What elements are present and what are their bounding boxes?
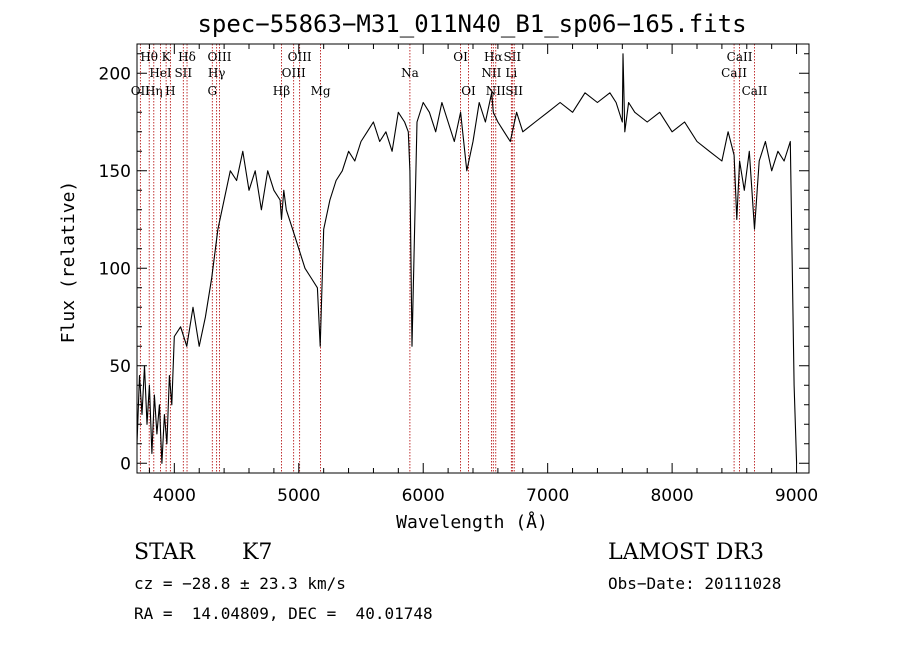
line-label: CaII (742, 84, 768, 98)
line-label: OI (461, 84, 476, 98)
object-subclass: K7 (242, 540, 273, 565)
line-label: CaII (721, 66, 747, 80)
x-tick-label: 9000 (775, 486, 818, 506)
line-label: NII (481, 66, 501, 80)
coordinates: RA = 14.04809, DEC = 40.01748 (134, 604, 433, 623)
line-label: Hα (484, 50, 503, 64)
line-label: Na (401, 66, 419, 80)
line-label: Hη (145, 84, 163, 98)
line-label: OIII (288, 50, 312, 64)
spectrum-series (136, 53, 798, 464)
y-tick-label: 150 (99, 162, 131, 182)
line-label: OI (453, 50, 468, 64)
line-label: Hβ (273, 84, 290, 98)
line-label: K (162, 50, 172, 64)
line-label: H (165, 84, 175, 98)
axes: 4000 5000 6000 7000 8000 9000 0 50 100 150 200 (99, 43, 818, 506)
line-label: SII (174, 66, 192, 80)
line-label: OII (131, 84, 151, 98)
x-tick-label: 7000 (526, 486, 569, 506)
line-label: NII (486, 84, 506, 98)
line-label: SII (505, 84, 523, 98)
plot-frame (136, 43, 810, 474)
x-axis-label: Wavelength (Å) (396, 511, 548, 533)
x-tick-label: 5000 (277, 486, 320, 506)
x-tick-label: 6000 (402, 486, 445, 506)
redshift-velocity: cz = −28.8 ± 23.3 km/s (134, 574, 346, 593)
line-label: Hδ (178, 50, 196, 64)
line-label: G (207, 84, 217, 98)
observation-date: Obs−Date: 20111028 (608, 574, 782, 593)
x-tick-label: 8000 (650, 486, 693, 506)
line-label: CaII (727, 50, 753, 64)
y-axis-label: Flux (relative) (58, 181, 79, 344)
chart-title: spec−55863−M31_011N40_B1_sp06−165.fits (197, 10, 746, 38)
y-tick-label: 0 (120, 454, 131, 474)
y-tick-label: 50 (109, 357, 131, 377)
survey-name: LAMOST DR3 (608, 540, 764, 565)
line-label: OIII (282, 66, 306, 80)
y-tick-label: 200 (99, 64, 131, 84)
object-class: STAR (134, 540, 195, 565)
spectrum-line (136, 53, 798, 464)
line-label: Hγ (208, 66, 226, 80)
line-label: Hθ (140, 50, 158, 64)
line-label: HeI (149, 66, 172, 80)
line-label: OIII (207, 50, 231, 64)
line-label: Li (505, 66, 517, 80)
x-tick-label: 4000 (153, 486, 196, 506)
line-label: SII (503, 50, 521, 64)
line-label: Mg (311, 84, 331, 98)
y-tick-label: 100 (99, 259, 131, 279)
